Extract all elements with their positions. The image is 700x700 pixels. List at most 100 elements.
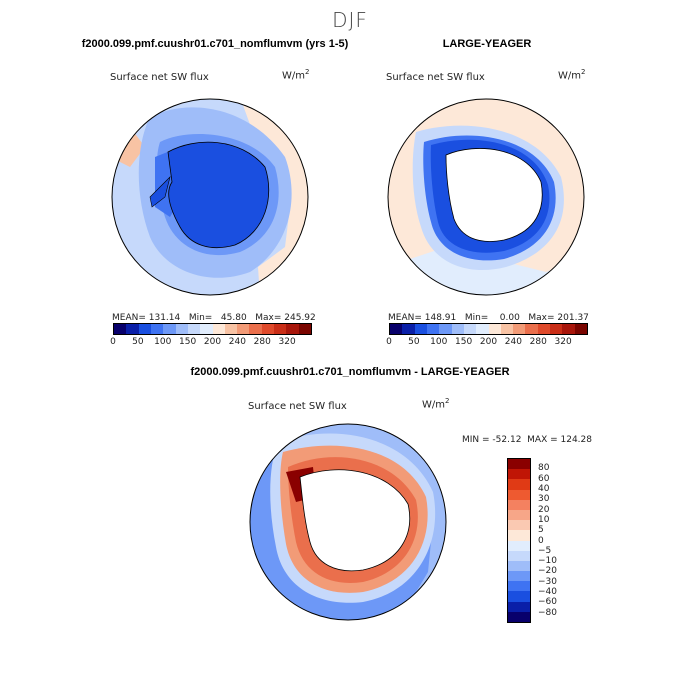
- colorbar-tick-label: 100: [430, 337, 448, 347]
- panel2-variable: Surface net SW flux: [386, 72, 485, 83]
- panel3-title: f2000.099.pmf.cuushr01.c701_nomflumvm - …: [190, 366, 510, 378]
- season-title: DJF: [332, 8, 368, 32]
- colorbar-swatch: [537, 324, 551, 334]
- colorbar-tick-label: 50: [132, 337, 144, 347]
- colorbar-swatch: [187, 324, 201, 334]
- colorbar-swatch: [426, 324, 440, 334]
- colorbar-tick-label: 200: [203, 337, 222, 347]
- colorbar-swatch: [513, 324, 526, 334]
- colorbar-tick-label: 50: [408, 337, 420, 347]
- colorbar-swatch: [451, 324, 464, 334]
- panel1-polar-map: [111, 98, 309, 296]
- colorbar-swatch: [163, 324, 176, 334]
- colorbar-swatch: [274, 324, 287, 334]
- colorbar-swatch: [150, 324, 164, 334]
- panel3-stats: MIN = -52.12 MAX = 124.28: [462, 435, 592, 445]
- colorbar-tick-label: 320: [554, 337, 572, 347]
- colorbar-tick-label: −80: [538, 607, 557, 618]
- panel3-variable: Surface net SW flux: [248, 401, 347, 412]
- colorbar-tick-label: 80: [538, 463, 550, 474]
- panel1-colorbar-labels: 0 50 100 150 200 240 280 320: [110, 337, 312, 349]
- colorbar-swatch: [508, 509, 530, 521]
- colorbar-tick-label: 30: [538, 494, 550, 505]
- colorbar-tick-label: 240: [504, 337, 522, 347]
- colorbar-tick-label: −30: [538, 576, 557, 587]
- colorbar-tick-label: −20: [538, 566, 557, 577]
- colorbar-tick-label: 280: [253, 337, 271, 347]
- panel2-units: W/m2: [558, 68, 586, 82]
- colorbar-tick-label: −60: [538, 597, 557, 608]
- colorbar-tick-label: 0: [110, 337, 116, 347]
- colorbar-swatch: [508, 611, 530, 622]
- colorbar-swatch: [508, 530, 530, 541]
- colorbar-swatch: [508, 469, 530, 480]
- colorbar-swatch: [175, 324, 188, 334]
- colorbar-swatch: [414, 324, 427, 334]
- colorbar-swatch: [508, 581, 530, 592]
- colorbar-swatch: [476, 324, 489, 334]
- colorbar-swatch: [126, 324, 139, 334]
- colorbar-swatch: [261, 324, 275, 334]
- colorbar-swatch: [574, 324, 587, 334]
- colorbar-swatch: [249, 324, 262, 334]
- panel3-polar-map: [249, 423, 447, 621]
- panel2-colorbar-labels: 0 50 100 150 200 240 280 320: [386, 337, 588, 349]
- panel1-variable: Surface net SW flux: [110, 72, 209, 83]
- panel1-title: f2000.099.pmf.cuushr01.c701_nomflumvm (y…: [81, 38, 349, 50]
- colorbar-tick-label: 40: [538, 483, 550, 494]
- colorbar-tick-label: 0: [386, 337, 392, 347]
- colorbar-swatch: [508, 479, 530, 490]
- colorbar-swatch: [550, 324, 563, 334]
- colorbar-swatch: [224, 324, 238, 334]
- panel2-title: LARGE-YEAGER: [442, 38, 532, 50]
- colorbar-swatch: [298, 324, 311, 334]
- colorbar-tick-label: 10: [538, 514, 550, 525]
- colorbar-tick-label: 280: [529, 337, 547, 347]
- colorbar-swatch: [114, 324, 127, 334]
- colorbar-tick-label: 150: [455, 337, 473, 347]
- colorbar-swatch: [508, 499, 530, 510]
- panel1-colorbar: [113, 323, 312, 335]
- colorbar-tick-label: 240: [228, 337, 246, 347]
- colorbar-tick-label: 320: [278, 337, 296, 347]
- colorbar-swatch: [508, 601, 530, 612]
- panel2-polar-map: [387, 98, 585, 296]
- colorbar-swatch: [508, 459, 530, 470]
- colorbar-swatch: [390, 324, 403, 334]
- colorbar-swatch: [439, 324, 452, 334]
- colorbar-tick-label: 0: [538, 535, 544, 546]
- colorbar-swatch: [508, 560, 530, 572]
- colorbar-tick-label: −10: [538, 556, 557, 567]
- colorbar-swatch: [488, 324, 501, 334]
- colorbar-swatch: [508, 591, 530, 602]
- colorbar-swatch: [508, 550, 530, 561]
- colorbar-swatch: [525, 324, 538, 334]
- colorbar-swatch: [508, 540, 530, 551]
- colorbar-swatch: [562, 324, 575, 334]
- colorbar-tick-label: 60: [538, 473, 550, 484]
- colorbar-swatch: [508, 489, 530, 500]
- colorbar-tick-label: 20: [538, 504, 550, 515]
- colorbar-swatch: [500, 324, 514, 334]
- colorbar-swatch: [286, 324, 299, 334]
- colorbar-tick-label: −5: [538, 545, 552, 556]
- colorbar-swatch: [138, 324, 151, 334]
- colorbar-tick-label: 150: [179, 337, 197, 347]
- panel2-colorbar: [389, 323, 588, 335]
- colorbar-swatch: [212, 324, 225, 334]
- colorbar-tick-label: 200: [479, 337, 498, 347]
- colorbar-tick-label: 5: [538, 525, 544, 536]
- panel1-stats: MEAN= 131.14 Min= 45.80 Max= 245.92: [112, 313, 316, 323]
- colorbar-swatch: [508, 571, 530, 582]
- colorbar-swatch: [508, 520, 530, 531]
- panel2-stats: MEAN= 148.91 Min= 0.00 Max= 201.37: [388, 313, 589, 323]
- colorbar-swatch: [237, 324, 250, 334]
- colorbar-swatch: [463, 324, 477, 334]
- colorbar-tick-label: 100: [154, 337, 172, 347]
- colorbar-swatch: [200, 324, 213, 334]
- panel3-colorbar: [507, 458, 531, 623]
- panel1-units: W/m2: [282, 68, 310, 82]
- colorbar-swatch: [402, 324, 415, 334]
- colorbar-tick-label: −40: [538, 587, 557, 598]
- panel3-units: W/m2: [422, 397, 450, 411]
